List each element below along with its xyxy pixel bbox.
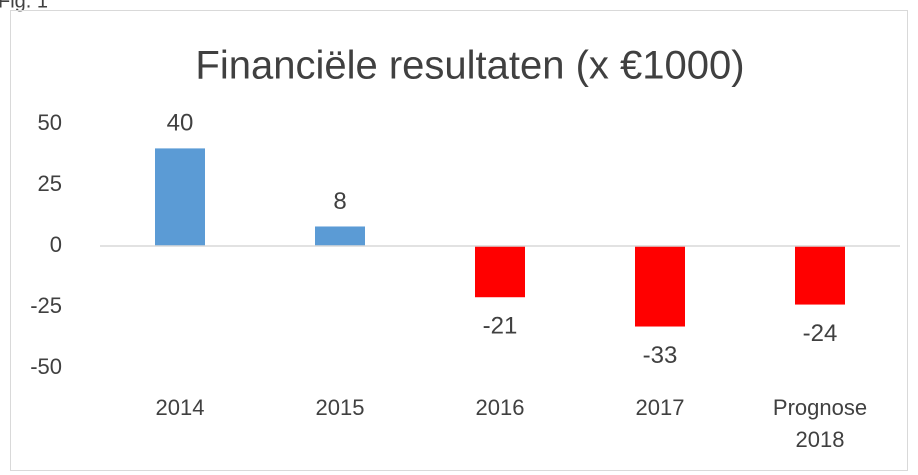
- bar: [155, 148, 205, 246]
- data-label: 8: [333, 188, 346, 215]
- bar: [475, 246, 525, 298]
- y-tick-label: -25: [30, 293, 62, 318]
- data-label: -21: [483, 313, 518, 340]
- x-tick-label: Prognose 2018: [772, 395, 868, 452]
- y-tick-label: 0: [50, 232, 62, 257]
- y-tick-label: 25: [38, 171, 62, 196]
- chart-title: Financiële resultaten (x €1000): [195, 44, 744, 88]
- chart-border: [10, 10, 908, 471]
- data-label: -33: [643, 342, 678, 369]
- bar: [795, 246, 845, 305]
- x-tick-label: 2015: [315, 395, 365, 420]
- bar: [635, 246, 685, 327]
- data-label: -24: [803, 320, 838, 347]
- y-tick-label: -50: [30, 354, 62, 379]
- y-tick-label: 50: [38, 110, 62, 135]
- x-tick-label: 2014: [155, 395, 205, 420]
- bar: [315, 226, 365, 246]
- caption: Fig. 1: [0, 0, 48, 12]
- data-label: 40: [167, 110, 194, 137]
- x-tick-label: 2017: [635, 395, 685, 420]
- x-tick-label: 2016: [475, 395, 525, 420]
